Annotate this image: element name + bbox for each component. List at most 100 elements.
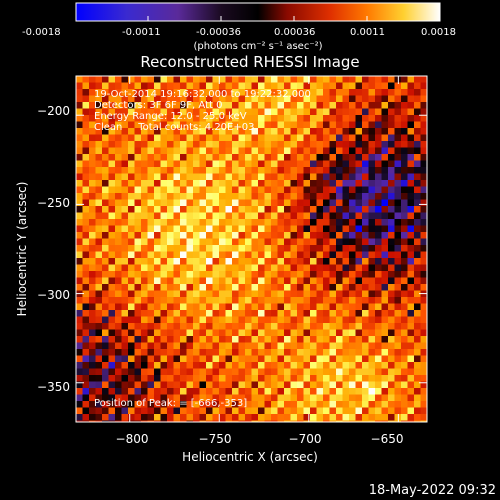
heatmap-cell	[95, 186, 103, 194]
heatmap-cell	[147, 115, 155, 122]
heatmap-cell	[115, 147, 122, 155]
heatmap-cell	[219, 349, 226, 356]
heatmap-cell	[284, 199, 291, 207]
heatmap-cell	[206, 297, 213, 304]
heatmap-cell	[264, 219, 272, 226]
heatmap-cell	[251, 95, 259, 103]
heatmap-cell	[349, 420, 356, 422]
heatmap-cell	[310, 258, 317, 265]
heatmap-cell	[89, 115, 96, 122]
heatmap-cell	[219, 199, 226, 207]
heatmap-cell	[206, 89, 213, 96]
heatmap-cell	[329, 219, 337, 226]
heatmap-cell	[388, 167, 395, 174]
heatmap-cell	[420, 219, 427, 226]
heatmap-cell	[76, 199, 83, 207]
heatmap-cell	[199, 115, 207, 122]
heatmap-cell	[271, 160, 278, 168]
heatmap-cell	[141, 167, 148, 174]
heatmap-cell	[394, 95, 402, 103]
heatmap-cell	[180, 420, 187, 422]
heatmap-cell	[141, 297, 148, 304]
heatmap-cell	[180, 329, 187, 337]
heatmap-cell	[290, 82, 298, 90]
heatmap-cell	[342, 310, 350, 317]
heatmap-cell	[284, 193, 291, 200]
heatmap-cell	[368, 316, 376, 324]
heatmap-cell	[121, 199, 129, 207]
heatmap-cell	[297, 251, 304, 259]
heatmap-cell	[128, 323, 135, 330]
heatmap-cell	[102, 219, 109, 226]
heatmap-cell	[414, 238, 421, 246]
heatmap-cell	[310, 349, 317, 356]
heatmap-cell	[128, 147, 135, 155]
heatmap-cell	[134, 401, 142, 408]
heatmap-cell	[336, 193, 343, 200]
heatmap-cell	[186, 349, 194, 356]
heatmap-cell	[225, 102, 233, 109]
heatmap-cell	[180, 355, 187, 363]
heatmap-cell	[199, 108, 207, 116]
heatmap-cell	[258, 297, 265, 304]
heatmap-cell	[284, 362, 291, 369]
heatmap-cell	[316, 336, 324, 343]
heatmap-cell	[310, 355, 317, 363]
heatmap-cell	[108, 362, 116, 369]
heatmap-cell	[128, 180, 135, 187]
heatmap-cell	[342, 154, 350, 161]
heatmap-cell	[381, 193, 389, 200]
heatmap-cell	[316, 349, 324, 356]
heatmap-cell	[394, 82, 402, 90]
heatmap-cell	[349, 414, 356, 421]
heatmap-cell	[388, 342, 395, 350]
heatmap-cell	[134, 76, 142, 83]
heatmap-cell	[160, 193, 168, 200]
heatmap-cell	[271, 225, 278, 233]
heatmap-cell	[141, 290, 148, 298]
heatmap-cell	[212, 154, 220, 161]
heatmap-cell	[147, 199, 155, 207]
heatmap-cell	[115, 128, 122, 135]
heatmap-cell	[121, 329, 129, 337]
heatmap-cell	[212, 147, 220, 155]
heatmap-cell	[271, 173, 278, 181]
heatmap-cell	[394, 206, 402, 213]
heatmap-cell	[225, 401, 233, 408]
heatmap-cell	[232, 212, 239, 220]
heatmap-cell	[167, 258, 174, 265]
heatmap-cell	[310, 401, 317, 408]
heatmap-cell	[219, 173, 226, 181]
heatmap-cell	[128, 219, 135, 226]
heatmap-cell	[232, 277, 239, 285]
heatmap-cell	[316, 89, 324, 96]
heatmap-cell	[115, 251, 122, 259]
heatmap-cell	[108, 108, 116, 116]
heatmap-cell	[401, 284, 408, 291]
heatmap-cell	[303, 193, 311, 200]
heatmap-cell	[102, 303, 109, 311]
heatmap-cell	[108, 349, 116, 356]
heatmap-cell	[89, 290, 96, 298]
heatmap-cell	[89, 251, 96, 259]
heatmap-cell	[258, 95, 265, 103]
heatmap-cell	[245, 388, 252, 395]
heatmap-cell	[284, 264, 291, 272]
heatmap-cell	[381, 323, 389, 330]
heatmap-cell	[232, 193, 239, 200]
heatmap-cell	[232, 108, 239, 116]
heatmap-cell	[323, 173, 330, 181]
heatmap-cell	[362, 193, 369, 200]
heatmap-cell	[284, 141, 291, 148]
heatmap-cell	[329, 323, 337, 330]
heatmap-cell	[323, 401, 330, 408]
heatmap-cell	[264, 277, 272, 285]
heatmap-cell	[193, 420, 200, 422]
heatmap-cell	[167, 375, 174, 382]
heatmap-cell	[76, 342, 83, 350]
heatmap-cell	[121, 284, 129, 291]
heatmap-cell	[147, 375, 155, 382]
heatmap-cell	[180, 167, 187, 174]
heatmap-cell	[329, 336, 337, 343]
heatmap-cell	[414, 303, 421, 311]
